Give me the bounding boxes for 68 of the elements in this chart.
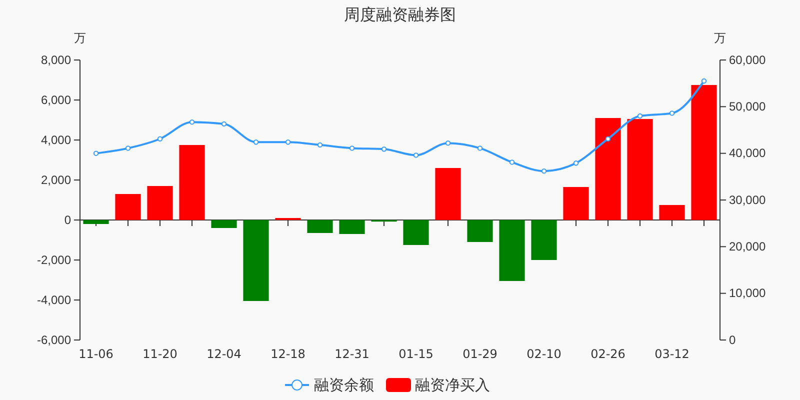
x-tick-label: 12-18 — [270, 347, 306, 361]
bar — [211, 220, 237, 228]
point — [637, 113, 643, 119]
point — [349, 146, 355, 151]
x-tick-label: 01-15 — [398, 347, 434, 361]
point — [445, 140, 451, 146]
bar — [691, 85, 717, 220]
point — [253, 140, 259, 145]
x-tick-label: 03-12 — [654, 347, 690, 361]
bar — [627, 119, 653, 220]
y-tick-label: -4,000 — [36, 292, 72, 307]
x-tick-label: 12-04 — [206, 347, 242, 361]
point — [125, 146, 131, 151]
bar — [243, 220, 269, 301]
bar — [659, 205, 685, 220]
bar — [499, 220, 525, 281]
point — [701, 78, 707, 84]
y2-tick-label: 30,000 — [729, 192, 766, 207]
bar — [307, 220, 333, 233]
x-tick-label: 02-26 — [590, 347, 626, 361]
bar — [339, 220, 365, 234]
bar — [403, 220, 429, 245]
point — [157, 136, 163, 142]
bar — [115, 194, 141, 220]
bar — [531, 220, 557, 260]
bar — [435, 168, 461, 220]
bar — [179, 145, 205, 220]
y-tick-label: 0 — [64, 212, 72, 227]
y2-tick-label: 0 — [729, 332, 736, 347]
x-tick-label: 01-29 — [462, 347, 498, 361]
bar — [563, 187, 589, 220]
x-tick-label: 11-06 — [78, 347, 114, 361]
y2-axis-title: 万 — [714, 31, 726, 45]
bar — [467, 220, 493, 242]
y-tick-label: 8,000 — [40, 52, 72, 67]
y2-tick-label: 10,000 — [729, 286, 766, 300]
point — [573, 160, 579, 166]
point — [317, 142, 323, 148]
point — [669, 110, 675, 116]
point — [285, 140, 291, 145]
point — [413, 152, 419, 158]
point — [605, 136, 611, 142]
point — [221, 121, 227, 127]
y2-tick-label: 50,000 — [729, 100, 766, 114]
y2-tick-label: 60,000 — [729, 52, 766, 67]
legend-label: 融资净买入 — [415, 376, 490, 394]
legend-label: 融资余额 — [314, 376, 374, 394]
point — [477, 146, 483, 151]
chart-title: 周度融资融券图 — [344, 5, 456, 24]
bar — [595, 118, 621, 220]
y-axis-title: 万 — [74, 31, 86, 45]
y-tick-label: 4,000 — [40, 132, 72, 147]
point — [93, 150, 99, 156]
y-tick-label: -6,000 — [36, 332, 72, 347]
point — [381, 146, 387, 152]
y-tick-label: 2,000 — [40, 172, 72, 187]
point — [189, 119, 195, 125]
x-tick-label: 12-31 — [334, 347, 370, 361]
y-tick-label: 6,000 — [40, 92, 72, 107]
bar — [83, 220, 109, 224]
y2-tick-label: 40,000 — [729, 146, 766, 160]
point — [509, 160, 515, 165]
point — [541, 168, 547, 174]
y-tick-label: -2,000 — [36, 252, 72, 267]
bar — [147, 186, 173, 220]
x-tick-label: 02-10 — [526, 347, 562, 361]
y2-tick-label: 20,000 — [729, 240, 766, 254]
x-tick-label: 11-20 — [142, 347, 178, 361]
